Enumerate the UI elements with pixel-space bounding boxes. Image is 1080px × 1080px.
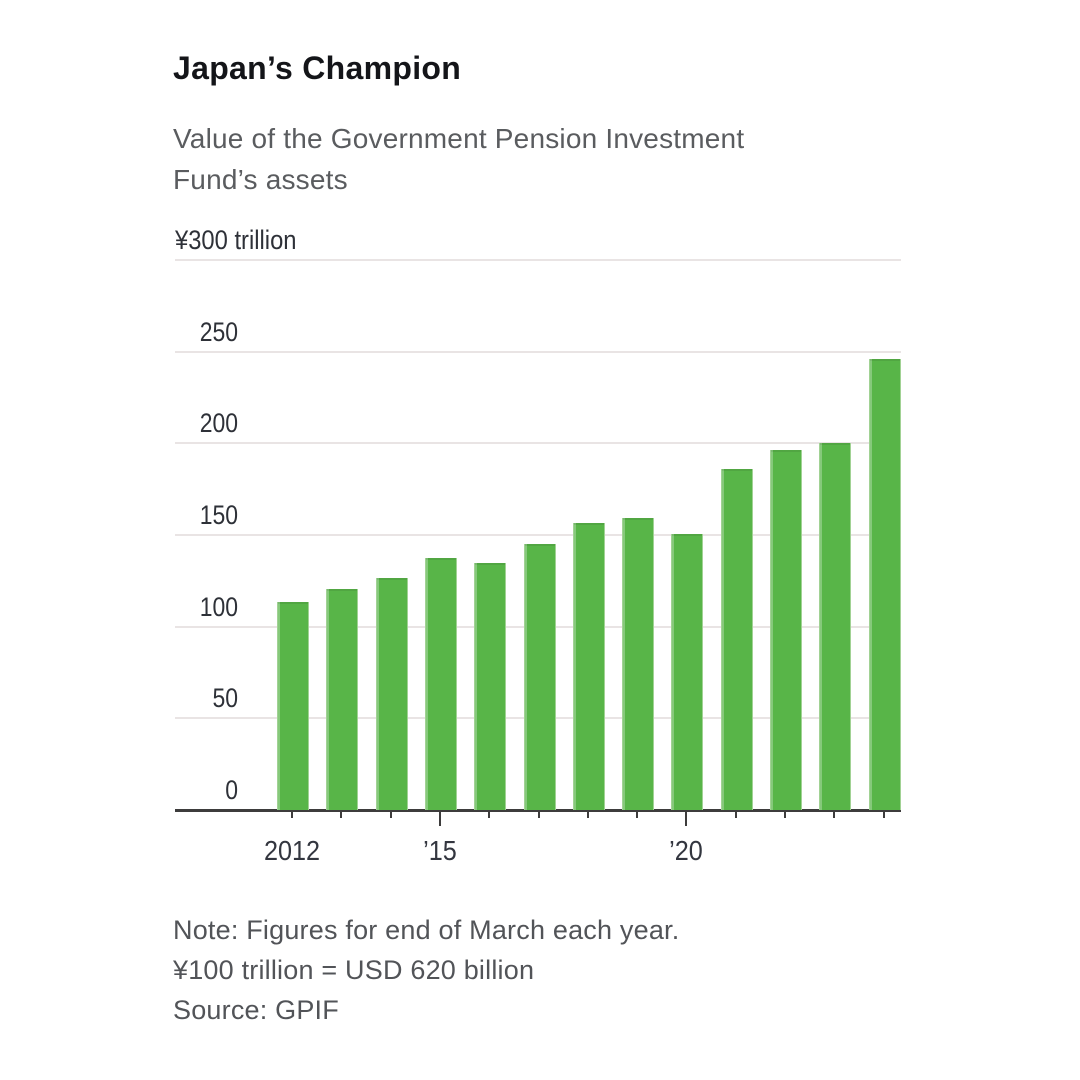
conversion-line: ¥100 trillion = USD 620 billion [173,955,535,985]
gridline-150 [175,534,901,536]
bar-2014 [376,577,408,810]
bar-2015 [425,557,457,810]
source-line: Source: GPIF [173,995,339,1025]
x-tick-2021 [735,812,737,818]
x-tick-2024 [883,812,885,818]
bar-2016 [474,563,506,810]
chart-subtitle-line-1: Value of the Government Pension Investme… [173,123,745,154]
bar-2024 [869,359,901,810]
x-axis-label-20: ’20 [669,835,703,866]
x-tick-2012 [291,812,293,818]
gridline-200 [175,442,901,445]
bar-2020 [671,533,703,810]
bar-2018 [573,523,605,810]
bar-2013 [326,589,358,810]
chart-title: Japan’s Champion [173,50,462,86]
x-tick-2013 [340,812,342,818]
bar-2022 [770,449,802,810]
x-tick-2019 [636,812,638,818]
bar-2023 [819,443,851,810]
x-tick-2014 [390,812,392,818]
gridline-300 [175,259,901,261]
x-tick-2022 [784,812,786,818]
x-tick-2023 [833,812,835,818]
bar-2017 [524,544,556,810]
bar-2021 [721,468,753,810]
bar-2012 [277,601,309,810]
x-tick-2018 [587,812,589,818]
gridline-250 [175,350,901,353]
y-tick-label-200: 200 [199,408,238,439]
x-tick-2020 [685,812,687,826]
note-line: Note: Figures for end of March each year… [173,915,680,945]
x-axis-label-15: ’15 [423,835,457,866]
chart-notes: Note: Figures for end of March each year… [173,910,679,1030]
y-axis-unit-label: ¥300 trillion [175,225,297,255]
x-axis-label-2012: 2012 [263,835,321,866]
x-tick-2017 [538,812,540,818]
y-tick-label-250: 250 [199,316,238,347]
x-axis-line [175,809,901,812]
x-tick-2015 [439,812,441,826]
chart-subtitle: Value of the Government Pension Investme… [173,118,744,200]
y-tick-label-0: 0 [225,775,238,805]
y-tick-label-150: 150 [199,500,238,530]
y-tick-label-100: 100 [199,591,238,622]
chart-subtitle-line-2: Fund’s assets [173,164,348,195]
bar-2019 [622,518,654,810]
x-tick-2016 [488,812,490,818]
y-tick-label-50: 50 [212,683,238,714]
